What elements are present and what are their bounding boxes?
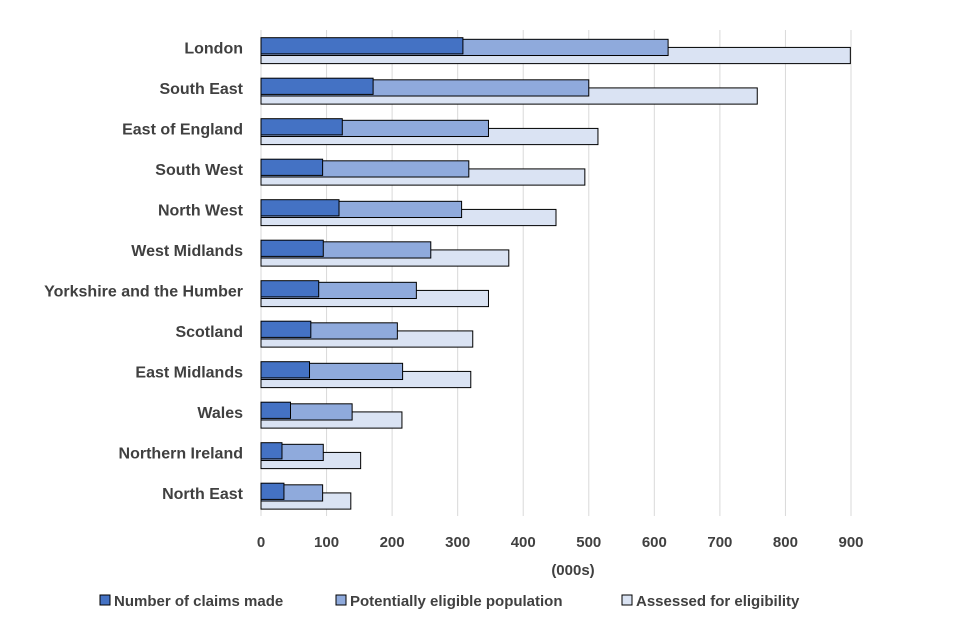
bar-claims	[260, 442, 283, 460]
category-label: London	[184, 40, 243, 57]
category-label: East Midlands	[135, 364, 243, 381]
x-tick-label: 400	[511, 534, 536, 551]
x-tick-label: 800	[773, 534, 798, 551]
x-tick-label: 500	[576, 534, 601, 551]
legend-label: Potentially eligible population	[350, 593, 563, 610]
bar-claims	[260, 320, 312, 338]
category-label: Scotland	[175, 324, 243, 341]
bar-claims	[260, 280, 320, 298]
x-tick-labels: 0 100 200 300 400 500 600 700 800 900	[257, 534, 864, 551]
category-label: Yorkshire and the Humber	[44, 283, 243, 300]
category-label: East of England	[122, 121, 243, 138]
x-tick-label: 900	[838, 534, 863, 551]
legend-swatch	[335, 594, 347, 606]
bar-claims	[260, 37, 464, 55]
bar-claims	[260, 239, 324, 257]
x-axis-title: (000s)	[551, 562, 594, 579]
x-tick-label: 100	[314, 534, 339, 551]
legend-label: Assessed for eligibility	[636, 593, 800, 610]
bar-claims	[260, 158, 324, 176]
category-label: West Midlands	[131, 243, 243, 260]
bars	[260, 37, 851, 510]
bar-claims	[260, 361, 311, 379]
bar-claims	[260, 401, 291, 419]
category-label: Northern Ireland	[119, 445, 243, 462]
category-labels: London South East East of England South Wes…	[44, 40, 244, 503]
gridlines	[260, 30, 852, 516]
bar-claims	[260, 199, 340, 217]
legend: Number of claims made Potentially eligibl…	[99, 593, 800, 610]
legend-label: Number of claims made	[114, 593, 283, 610]
category-label: North West	[158, 202, 244, 219]
category-label: South West	[155, 162, 243, 179]
x-tick-label: 600	[642, 534, 667, 551]
legend-swatch	[99, 594, 111, 606]
category-label: South East	[159, 81, 243, 98]
x-tick-label: 200	[380, 534, 405, 551]
bar-claims	[260, 482, 285, 500]
category-label: Wales	[197, 405, 243, 422]
legend-swatch	[621, 594, 633, 606]
category-label: North East	[162, 486, 244, 503]
x-tick-label: 300	[445, 534, 470, 551]
bar-claims	[260, 118, 343, 136]
bar-claims	[260, 77, 374, 95]
x-tick-label: 0	[257, 534, 265, 551]
x-tick-label: 700	[707, 534, 732, 551]
